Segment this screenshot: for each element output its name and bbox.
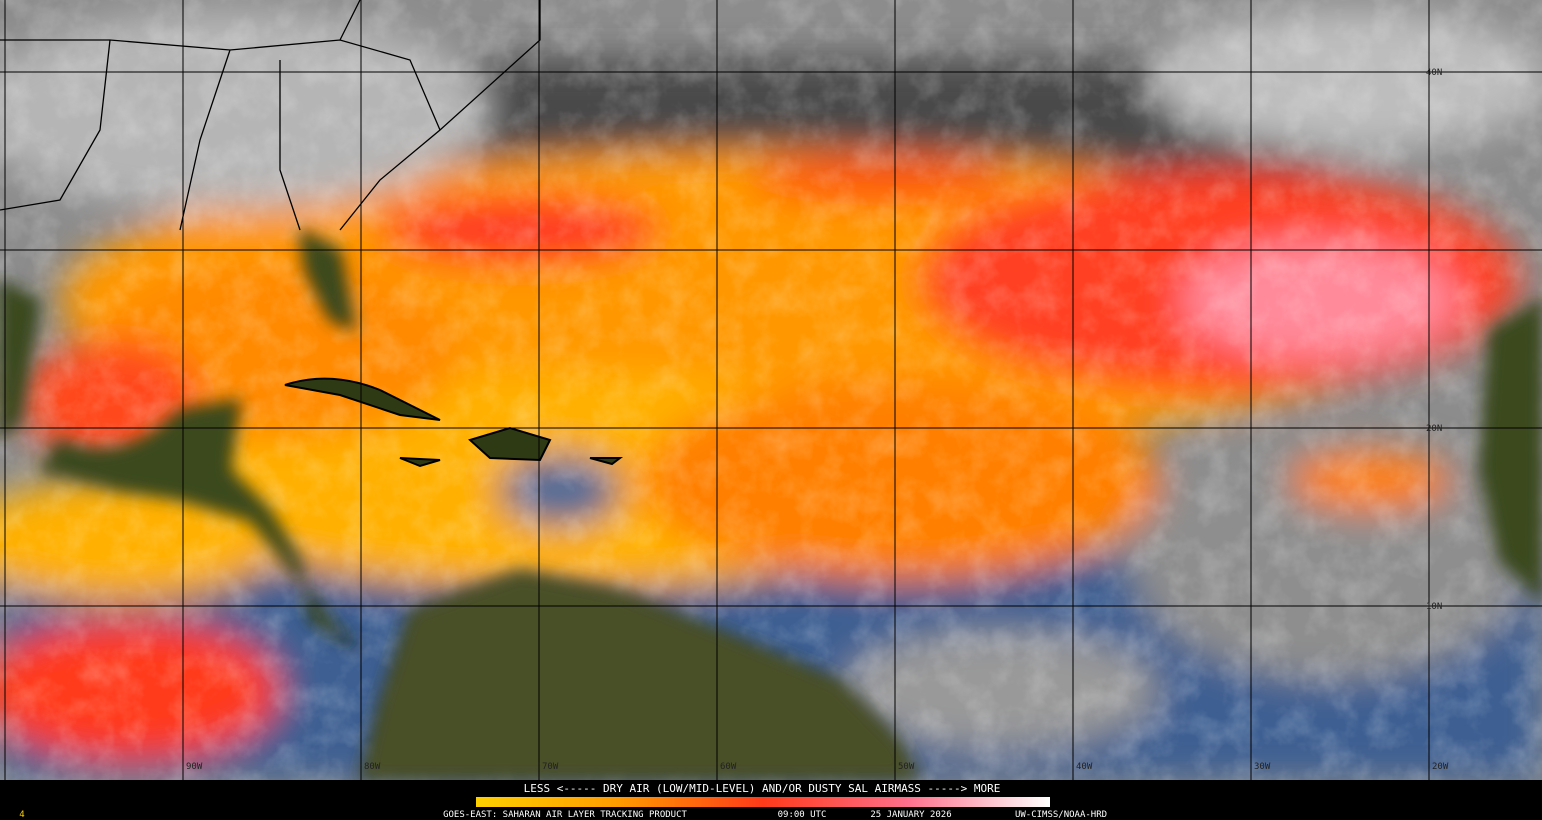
land: [0, 228, 1542, 780]
graticule: [0, 0, 1542, 780]
caption-time: 09:00 UTC: [778, 810, 827, 820]
lon-label: 30W: [1254, 762, 1271, 772]
lat-label: 20N: [1426, 424, 1442, 434]
lon-label: 20W: [1432, 762, 1449, 772]
caption-date: 25 JANUARY 2026: [870, 810, 951, 820]
legend-text: LESS <----- DRY AIR (LOW/MID-LEVEL) AND/…: [524, 782, 1001, 795]
borders: [0, 0, 541, 231]
islands: [284, 377, 623, 468]
lon-label: 80W: [364, 762, 381, 772]
frame-number: 4: [19, 810, 24, 820]
caption-credit: UW-CIMSS/NOAA-HRD: [1015, 810, 1107, 820]
lon-label: 50W: [898, 762, 915, 772]
color-bar: [476, 797, 1050, 807]
imagery: [0, 0, 1542, 780]
lon-label: 90W: [186, 762, 203, 772]
lon-label: 70W: [542, 762, 559, 772]
lon-label: 40W: [1076, 762, 1093, 772]
lon-label: 60W: [720, 762, 737, 772]
lat-label: 10N: [1426, 602, 1442, 612]
lat-label: 40N: [1426, 68, 1442, 78]
caption-product: GOES-EAST: SAHARAN AIR LAYER TRACKING PR…: [443, 810, 687, 820]
